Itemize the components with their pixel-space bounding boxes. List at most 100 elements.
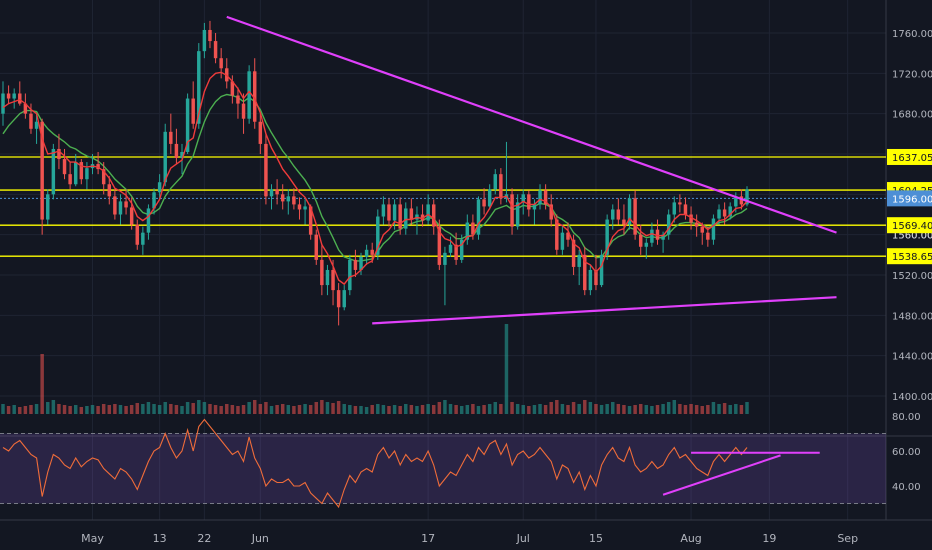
candle-body	[448, 244, 453, 253]
rsi-pane	[0, 418, 886, 509]
volume-bar	[57, 404, 61, 414]
last-price-tag-bg	[887, 190, 932, 207]
trendline-resistance	[226, 15, 837, 234]
candle-body	[672, 202, 677, 215]
volume-bar	[314, 402, 318, 414]
volume-bar	[616, 404, 621, 414]
volume-bar	[644, 405, 649, 414]
volume-bar	[622, 405, 626, 414]
volume-bar	[208, 404, 212, 414]
volume-bar	[191, 403, 195, 414]
volume-bar	[706, 405, 710, 414]
candle-body	[297, 204, 302, 210]
volume-bar	[638, 404, 643, 414]
candle-body	[689, 214, 693, 223]
candle-body	[622, 219, 626, 225]
candle-body	[616, 209, 621, 220]
level-price-tag: 1569.40	[892, 221, 932, 232]
candle-body	[638, 234, 643, 247]
volume-bar	[415, 406, 419, 414]
candle-body	[487, 189, 492, 207]
volume-bar	[482, 405, 486, 414]
candle-body	[185, 98, 190, 152]
volume-bar	[73, 405, 78, 414]
volume-bar	[387, 406, 391, 414]
volume-bar	[487, 404, 492, 414]
volume-bar	[689, 404, 693, 414]
volume-bar	[549, 402, 553, 414]
volume-bar	[85, 406, 89, 414]
volume-bar	[12, 405, 16, 414]
volume-bar	[627, 406, 632, 414]
ema-fast-path	[2, 71, 748, 286]
candle-body	[163, 131, 167, 183]
candle-body	[342, 290, 346, 308]
volume-bar	[96, 406, 100, 414]
volume-bar	[454, 405, 458, 414]
candle-body	[661, 234, 665, 240]
candle-body	[348, 259, 352, 291]
candle-body	[666, 214, 671, 235]
candle-body	[745, 189, 749, 205]
candle-body	[398, 204, 402, 229]
candle-body	[521, 194, 525, 203]
volume-bar	[392, 405, 397, 414]
volume-bar	[661, 404, 665, 414]
candle-body	[79, 162, 84, 180]
candle-body	[510, 194, 514, 227]
volume-bar	[113, 404, 117, 414]
candle-body	[694, 222, 699, 227]
volume-bar	[555, 400, 559, 414]
candle-body	[208, 29, 212, 42]
candle-body	[23, 103, 28, 114]
candle-body	[152, 192, 156, 209]
volume-bar	[471, 404, 475, 414]
candle-body	[68, 174, 72, 185]
volume-bar	[1, 404, 5, 414]
price-axis[interactable]: 1400.001440.001480.001520.001560.001600.…	[887, 29, 932, 493]
candle-body	[515, 202, 520, 227]
candle-body	[135, 224, 139, 245]
candle-body	[532, 204, 537, 210]
volume-bar	[443, 400, 447, 414]
volume-bar	[739, 405, 744, 414]
volume-bar	[577, 404, 581, 414]
price-trendlines[interactable]	[226, 15, 837, 325]
price-tick-label: 1400.00	[892, 392, 932, 403]
volume-bar	[197, 400, 201, 414]
candle-body	[499, 174, 503, 199]
volume-bar	[247, 402, 251, 414]
candle-body	[459, 239, 464, 260]
candle-body	[476, 199, 481, 235]
volume-bar	[297, 405, 302, 414]
volume-bar	[51, 400, 56, 414]
candle-body	[655, 229, 660, 240]
candle-body	[353, 259, 358, 270]
volume-bar	[18, 407, 22, 414]
time-axis[interactable]: May 13 22 Jun 17 Jul 15 Aug 19 Sep	[81, 532, 858, 545]
volume-bar	[734, 404, 738, 414]
volume-bar	[68, 406, 72, 414]
volume-bar	[241, 405, 246, 414]
volume-bar	[728, 405, 732, 414]
candle-body	[734, 196, 738, 207]
candle-body	[717, 209, 721, 219]
price-tick-label: 1480.00	[892, 311, 932, 322]
level-price-tag-bg	[887, 217, 932, 234]
candle-body	[611, 209, 615, 220]
volume-bar	[252, 400, 257, 414]
volume-bar	[605, 404, 609, 414]
candle-body	[566, 232, 570, 240]
rsi-tick-label: 40.00	[892, 482, 921, 493]
candle-body	[280, 194, 285, 202]
volume-bar	[527, 406, 531, 414]
volume-bar	[236, 406, 240, 414]
level-price-tag-bg	[887, 248, 932, 265]
candle-body	[706, 232, 710, 240]
volume-bar	[320, 400, 324, 414]
candle-body	[275, 189, 279, 195]
candle-body	[336, 290, 341, 308]
candle-body	[107, 184, 112, 197]
volume-bar	[342, 404, 346, 414]
